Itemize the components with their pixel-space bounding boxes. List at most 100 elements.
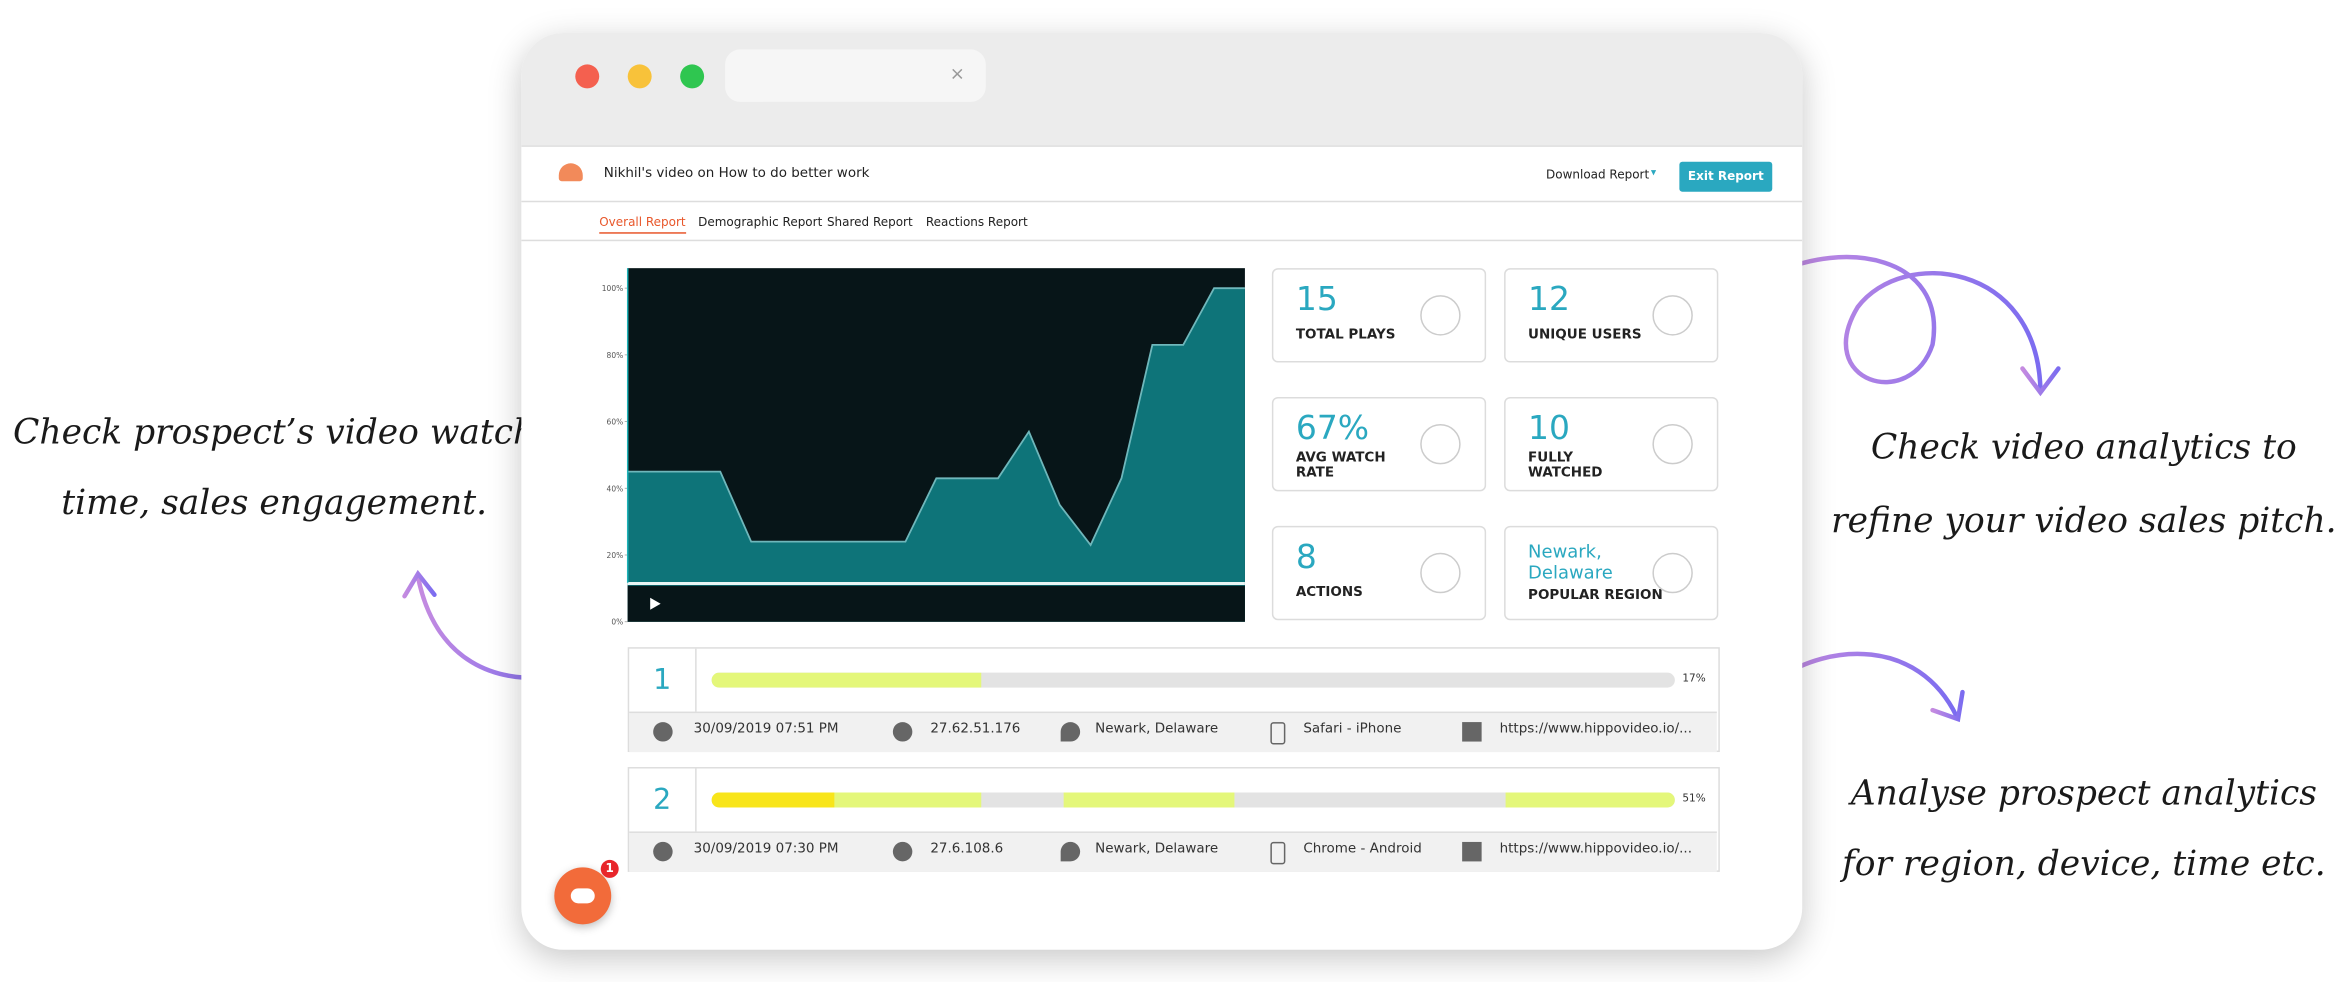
device-icon	[1270, 722, 1286, 745]
close-dot[interactable]	[575, 64, 600, 89]
annotation: Analyse prospect analytics	[1850, 774, 2317, 814]
progress-track	[711, 672, 1675, 688]
exit-report-button[interactable]: Exit Report	[1679, 161, 1773, 192]
link-icon	[1462, 722, 1482, 742]
progress-segment	[711, 672, 982, 688]
session-index: 2	[629, 768, 697, 832]
annotation: for region, device, time etc.	[1842, 844, 2326, 884]
stat-value: 15	[1295, 281, 1338, 320]
minimize-dot[interactable]	[627, 64, 652, 89]
stat-value: 67%	[1295, 410, 1370, 448]
session-date: 30/09/2019 07:30 PM	[693, 841, 839, 857]
stat-label: UNIQUE USERS	[1528, 328, 1642, 344]
session-ip: 27.62.51.176	[930, 722, 1021, 738]
session-location: Newark, Delaware	[1095, 841, 1219, 857]
location-icon	[1060, 722, 1081, 742]
stat-label: TOTAL PLAYS	[1295, 328, 1396, 344]
watch-chart: 0% 20% 40% 60% 80% 100%	[602, 268, 1245, 627]
play-icon	[1420, 295, 1461, 336]
maximize-dot[interactable]	[680, 64, 705, 89]
annotation: refine your video sales pitch.	[1831, 501, 2337, 541]
stat-label: ACTIONS	[1295, 585, 1363, 601]
arrow-head	[2020, 366, 2061, 397]
annotation: time, sales engagement.	[61, 483, 488, 523]
globe-icon	[892, 841, 913, 862]
stat-label: RATE	[1295, 465, 1335, 481]
play-icon[interactable]	[650, 597, 661, 610]
progress-segment	[1063, 792, 1235, 808]
tab-close[interactable]: ×	[949, 62, 965, 84]
stat-label: FULLY	[1528, 450, 1574, 466]
stat-value: 8	[1295, 539, 1317, 577]
annotation: Check prospect’s video watch	[13, 413, 536, 453]
stat-card: 12 UNIQUE USERS	[1504, 268, 1719, 363]
video-controls	[627, 585, 1245, 622]
session-url[interactable]: https://www.hippovideo.io/...	[1499, 841, 1692, 857]
link-icon	[1462, 841, 1482, 862]
stat-label: POPULAR REGION	[1528, 588, 1663, 604]
stat-card: 15 TOTAL PLAYS	[1271, 268, 1487, 363]
clock-icon	[653, 722, 673, 742]
chat-badge: 1	[600, 859, 619, 878]
watch-line	[627, 287, 1245, 547]
session-index: 1	[629, 648, 697, 712]
dropdown-caret: ▾	[1650, 166, 1657, 179]
stat-card: 10 FULLY WATCHED	[1504, 396, 1719, 492]
chat-button[interactable]	[554, 867, 612, 925]
arrow-head	[1930, 689, 1965, 723]
browser-tab[interactable]: ×	[725, 49, 986, 102]
tab[interactable]: Shared Report	[826, 215, 913, 230]
arrow	[1775, 651, 1959, 719]
progress-segment	[711, 792, 835, 808]
y-tick-label: 80%	[607, 351, 624, 360]
arrow-head	[402, 569, 437, 599]
video-title: Nikhil's video on How to do better work	[603, 166, 870, 182]
stat-value: 12	[1528, 281, 1571, 320]
title-bar: ×	[521, 32, 1803, 146]
arrow	[1771, 254, 2043, 392]
logo	[558, 163, 583, 182]
stat-value: Delaware	[1528, 561, 1613, 583]
tab[interactable]: Reactions Report	[925, 215, 1028, 230]
session-date: 30/09/2019 07:51 PM	[693, 722, 839, 738]
y-tick-label: 0%	[611, 618, 623, 627]
y-tick-label: 40%	[607, 484, 624, 493]
annotation: Check video analytics to	[1870, 428, 2297, 468]
session-url[interactable]: https://www.hippovideo.io/...	[1499, 722, 1692, 738]
pin-icon	[1652, 552, 1693, 594]
y-tick-label: 100%	[602, 284, 623, 293]
flag-icon	[1652, 423, 1693, 465]
session-percent: 51%	[1682, 792, 1706, 805]
tab[interactable]: Overall Report	[599, 216, 686, 234]
tab[interactable]: Demographic Report	[698, 215, 823, 230]
tab-bar: Overall Report Demographic Report Shared…	[521, 199, 1803, 242]
progress-segment	[1505, 792, 1675, 808]
session-device: Safari - iPhone	[1303, 722, 1402, 738]
progress-segment	[834, 792, 982, 808]
stat-card: 67% AVG WATCH RATE	[1271, 396, 1487, 492]
user-icon	[1652, 295, 1693, 336]
stat-card: 8 ACTIONS	[1271, 525, 1487, 621]
download-report[interactable]: Download Report	[1546, 167, 1650, 182]
stat-value: 10	[1528, 410, 1571, 448]
session-ip: 27.6.108.6	[930, 841, 1004, 857]
session-details: 30/09/2019 07:30 PM 27.6.108.6 Newark, D…	[629, 831, 1717, 872]
session-row[interactable]: 2 51% 30/09/2019 07:30 PM 27.6.108.6 New…	[627, 767, 1720, 872]
y-tick-label: 20%	[607, 551, 624, 560]
y-tick-label: 60%	[607, 418, 624, 427]
action-icon	[1420, 552, 1461, 594]
trend-icon	[1420, 423, 1461, 465]
session-percent: 17%	[1682, 672, 1706, 685]
session-device: Chrome - Android	[1303, 841, 1422, 857]
stat-label: AVG WATCH	[1295, 450, 1386, 466]
session-details: 30/09/2019 07:51 PM 27.62.51.176 Newark,…	[629, 711, 1717, 753]
chat-icon	[570, 888, 595, 904]
session-row[interactable]: 1 17% 30/09/2019 07:51 PM 27.62.51.176 N…	[627, 647, 1720, 753]
session-location: Newark, Delaware	[1095, 722, 1219, 738]
stat-card: Newark, Delaware POPULAR REGION	[1504, 525, 1719, 621]
stat-value: Newark,	[1528, 540, 1602, 562]
report-header: Nikhil's video on How to do better work …	[521, 145, 1803, 203]
stat-label: WATCHED	[1528, 465, 1603, 481]
